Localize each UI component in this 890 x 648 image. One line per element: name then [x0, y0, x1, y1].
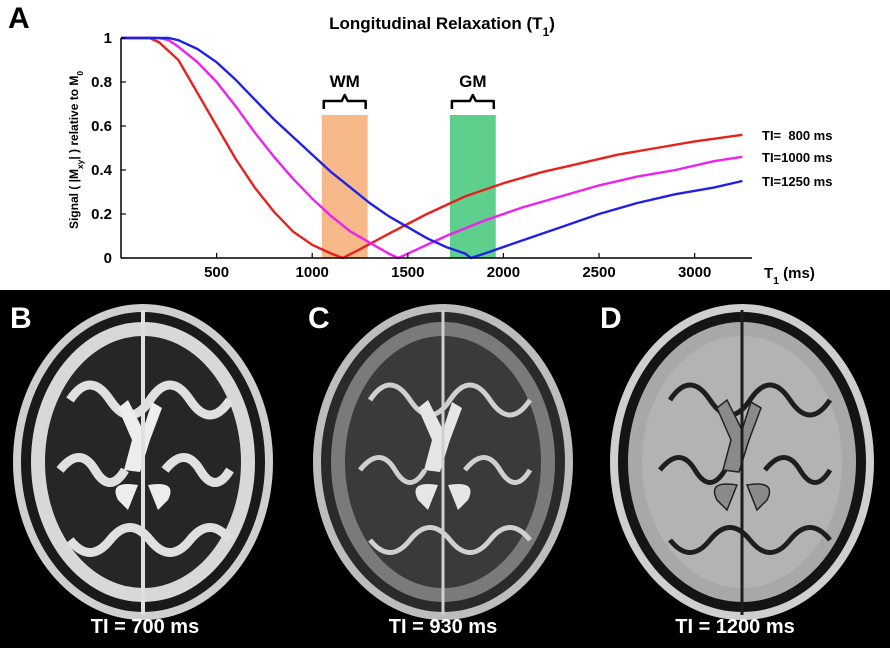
brain-scan-b — [13, 304, 273, 620]
ti-caption-b: TI = 700 ms — [90, 616, 200, 638]
band-label-wm: WM — [330, 72, 360, 91]
series-label-1: TI=1000 ms — [762, 150, 832, 165]
y-tick-label-3: 0.6 — [91, 118, 112, 135]
brain-image-b: B TI = 700 ms — [0, 290, 290, 648]
brain-scan-d — [610, 304, 874, 620]
series-line-0 — [121, 36, 743, 260]
axis-ticks: 500 1000 1500 2000 2500 3000 0 0.2 0.4 0.6 0.8 1 — [91, 30, 711, 281]
series-labels: TI= 800 ms TI=1000 ms TI=1250 ms — [762, 128, 832, 189]
x-tick-label-1500: 1500 — [391, 264, 424, 281]
x-tick-label-500: 500 — [204, 264, 229, 281]
y-tick-label-4: 0.8 — [91, 74, 112, 91]
band-label-gm: GM — [459, 72, 486, 91]
series-line-2 — [121, 36, 743, 260]
y-tick-label-5: 1 — [104, 30, 112, 47]
band-gm — [449, 115, 496, 258]
x-tick-label-2500: 2500 — [582, 264, 615, 281]
relaxation-chart: 500 1000 1500 2000 2500 3000 0 0.2 0.4 0.6 0.8 1 TI… — [67, 14, 832, 287]
y-tick-label-0: 0 — [104, 250, 112, 267]
series-label-0: TI= 800 ms — [762, 128, 832, 143]
series-line-1 — [121, 36, 743, 260]
bracket-wm — [322, 93, 367, 109]
ti-caption-d: TI = 1200 ms — [675, 616, 795, 638]
brain-images-panel: B TI = 700 ms C TI = 930 ms — [0, 290, 890, 648]
ti-caption-c: TI = 930 ms — [388, 616, 498, 638]
chart-title: Longitudinal Relaxation (T1) — [329, 14, 555, 39]
brain-image-d: D TI = 1200 ms — [590, 290, 880, 648]
brain-image-c: C TI = 930 ms — [298, 290, 588, 648]
x-axis-label: T1 (ms) — [764, 265, 815, 287]
tissue-bands — [321, 115, 496, 258]
panel-label-c: C — [308, 302, 330, 335]
brain-scan-c — [313, 304, 573, 620]
band-wm — [321, 115, 368, 258]
band-brackets: WM GM — [322, 72, 496, 109]
panel-label-b: B — [10, 302, 32, 335]
x-tick-label-1000: 1000 — [296, 264, 329, 281]
series-label-2: TI=1250 ms — [762, 174, 832, 189]
x-tick-label-3000: 3000 — [678, 264, 711, 281]
panel-label-a: A — [8, 2, 30, 35]
y-tick-label-1: 0.2 — [91, 206, 112, 223]
chart-series — [121, 36, 743, 260]
bracket-gm — [450, 93, 496, 109]
panel-label-d: D — [600, 302, 622, 335]
x-tick-label-2000: 2000 — [487, 264, 520, 281]
y-axis-label: Signal ( |Mxy| ) relative to M0 — [67, 71, 85, 229]
y-tick-label-2: 0.4 — [91, 162, 113, 179]
